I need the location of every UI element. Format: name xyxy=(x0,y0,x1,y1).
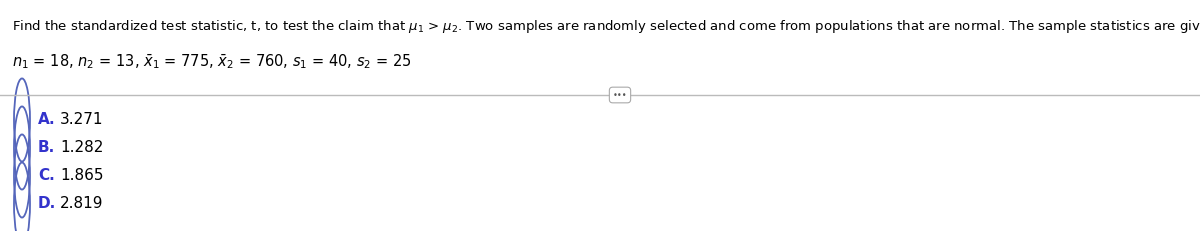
Text: 3.271: 3.271 xyxy=(60,112,103,128)
Text: $n_1$ = 18, $n_2$ = 13, $\bar{x}_1$ = 775, $\bar{x}_2$ = 760, $s_1$ = 40, $s_2$ : $n_1$ = 18, $n_2$ = 13, $\bar{x}_1$ = 77… xyxy=(12,52,412,71)
Text: 1.865: 1.865 xyxy=(60,168,103,183)
Text: A.: A. xyxy=(38,112,55,128)
Text: C.: C. xyxy=(38,168,55,183)
Text: •••: ••• xyxy=(613,91,628,100)
Text: 2.819: 2.819 xyxy=(60,197,103,212)
Text: B.: B. xyxy=(38,140,55,155)
Text: Find the standardized test statistic, t, to test the claim that $\mu_1$ > $\mu_2: Find the standardized test statistic, t,… xyxy=(12,18,1200,38)
Text: 1.282: 1.282 xyxy=(60,140,103,155)
Text: D.: D. xyxy=(38,197,56,212)
